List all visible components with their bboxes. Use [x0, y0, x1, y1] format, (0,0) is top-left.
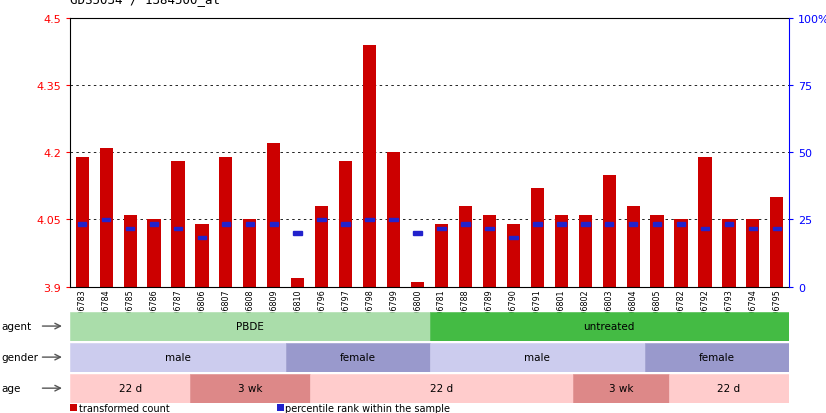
Text: gender: gender [2, 352, 39, 362]
Bar [70, 374, 190, 403]
Bar [555, 216, 567, 287]
Bar [411, 282, 424, 287]
Bar [316, 206, 328, 287]
Bar [100, 148, 112, 287]
Bar [126, 227, 135, 230]
Bar [507, 224, 520, 287]
Bar [76, 157, 88, 287]
Bar [485, 227, 494, 230]
Bar [70, 312, 430, 341]
Bar [268, 144, 280, 287]
Text: male: male [165, 352, 191, 362]
Bar [459, 206, 472, 287]
Bar [629, 223, 638, 226]
Bar [579, 216, 591, 287]
Bar [78, 223, 87, 226]
Bar [102, 218, 111, 222]
Bar [413, 232, 422, 235]
Bar [190, 374, 310, 403]
Bar [435, 224, 448, 287]
Bar [627, 206, 639, 287]
Bar [603, 175, 615, 287]
Bar [269, 223, 278, 226]
Bar [196, 224, 208, 287]
Text: 22 d: 22 d [718, 383, 740, 393]
Bar [772, 227, 781, 230]
Bar [341, 223, 350, 226]
Bar [387, 153, 400, 287]
Bar [310, 374, 573, 403]
Text: percentile rank within the sample: percentile rank within the sample [285, 403, 450, 413]
Bar [533, 223, 542, 226]
Bar [221, 223, 230, 226]
Bar [676, 223, 686, 226]
Bar [124, 216, 136, 287]
Text: untreated: untreated [583, 321, 635, 331]
Bar [437, 227, 446, 230]
Bar [483, 216, 496, 287]
Bar [197, 236, 206, 240]
Bar [581, 223, 590, 226]
Bar [292, 278, 304, 287]
Bar [389, 218, 398, 222]
Bar [748, 227, 757, 230]
Text: transformed count: transformed count [78, 403, 169, 413]
Text: age: age [2, 383, 21, 393]
Bar [244, 220, 256, 287]
Bar [317, 218, 326, 222]
Text: 3 wk: 3 wk [238, 383, 262, 393]
Bar [461, 223, 470, 226]
Bar [430, 343, 645, 372]
Bar [605, 223, 614, 226]
Bar [220, 157, 232, 287]
Bar [173, 227, 183, 230]
Bar [509, 236, 518, 240]
Bar [645, 343, 789, 372]
Bar [150, 223, 159, 226]
Text: male: male [525, 352, 550, 362]
Bar [286, 343, 430, 372]
Bar [724, 223, 733, 226]
Text: female: female [699, 352, 735, 362]
Text: 3 wk: 3 wk [609, 383, 634, 393]
Text: 22 d: 22 d [119, 383, 141, 393]
Bar [723, 220, 735, 287]
Bar [365, 218, 374, 222]
Bar [430, 312, 789, 341]
Bar [531, 189, 544, 287]
Bar [557, 223, 566, 226]
Text: female: female [339, 352, 376, 362]
Bar [771, 197, 783, 287]
Text: PBDE: PBDE [236, 321, 263, 331]
Bar [148, 220, 160, 287]
Text: 22 d: 22 d [430, 383, 453, 393]
Bar [363, 45, 376, 287]
Bar [172, 162, 184, 287]
Text: GDS5034 / 1384500_at: GDS5034 / 1384500_at [70, 0, 221, 6]
Bar [651, 216, 663, 287]
Bar [293, 232, 302, 235]
Bar [245, 223, 254, 226]
Bar [669, 374, 789, 403]
Bar [675, 220, 687, 287]
Bar [747, 220, 759, 287]
Bar [339, 162, 352, 287]
Bar [653, 223, 662, 226]
Bar [700, 227, 710, 230]
Text: agent: agent [2, 321, 31, 331]
Bar [573, 374, 669, 403]
Bar [699, 157, 711, 287]
Bar [70, 343, 286, 372]
